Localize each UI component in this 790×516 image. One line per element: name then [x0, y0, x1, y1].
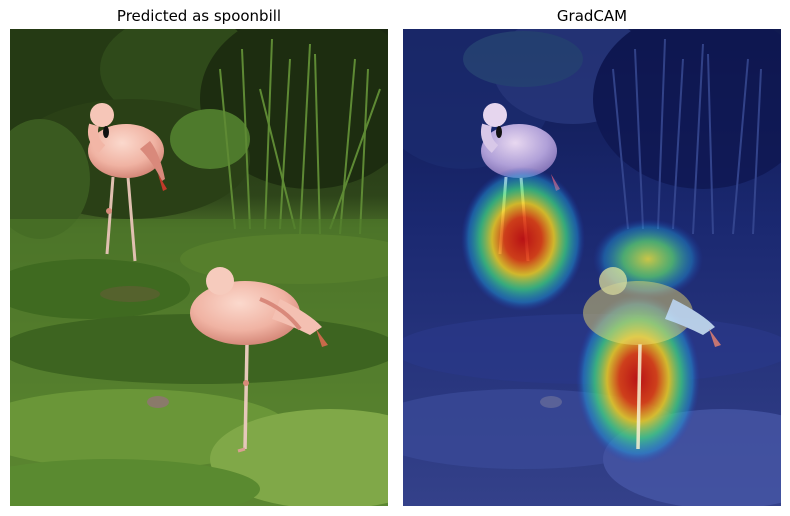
flamingo-front — [190, 267, 328, 453]
original-photo-panel — [10, 29, 388, 506]
left-panel-title: Predicted as spoonbill — [116, 7, 282, 25]
right-panel-title: GradCAM — [556, 7, 628, 25]
original-photo — [10, 29, 388, 506]
flamingo-back — [88, 103, 167, 262]
gradcam-panel — [403, 29, 781, 506]
gradcam-heatmap — [403, 29, 781, 506]
flamingo-front-overlay — [583, 267, 721, 450]
grass — [10, 219, 388, 506]
